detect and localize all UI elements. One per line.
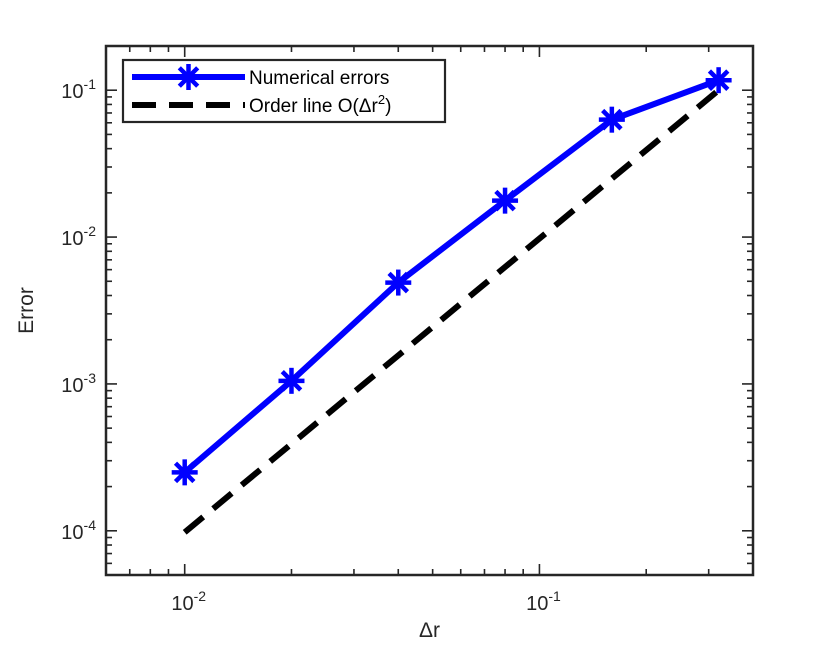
data-point-0-3 bbox=[492, 187, 519, 214]
marker-stroke bbox=[280, 370, 303, 392]
tick-label-base: 10 bbox=[171, 593, 193, 615]
y-tick-label-2: 10-2 bbox=[61, 223, 96, 250]
series-line-0 bbox=[182, 77, 720, 475]
y-axis-label: Error bbox=[15, 287, 38, 334]
y-tick-label-1: 10-3 bbox=[61, 370, 96, 397]
legend: Numerical errors Order line O(Δr2) bbox=[121, 58, 447, 124]
y-tick-label-0: 10-4 bbox=[61, 517, 96, 544]
legend-label-suffix: ) bbox=[385, 96, 391, 117]
x-tick-label-1: 10-1 bbox=[526, 588, 561, 615]
marker-stroke bbox=[601, 108, 623, 131]
legend-label-text: Numerical errors bbox=[249, 68, 389, 89]
legend-label-1: Order line O(Δr2) bbox=[249, 92, 391, 117]
tick-label-exponent: -2 bbox=[84, 223, 97, 239]
marker-stroke bbox=[173, 461, 196, 484]
legend-label-superscript: 2 bbox=[378, 92, 385, 107]
marker-stroke bbox=[707, 69, 730, 91]
plot-background bbox=[106, 46, 753, 575]
tick-label-exponent: -1 bbox=[84, 76, 97, 92]
plot-area bbox=[106, 46, 753, 575]
tick-label-base: 10 bbox=[61, 375, 83, 397]
y-tick-label-3: 10-1 bbox=[61, 76, 96, 103]
legend-label-0: Numerical errors bbox=[249, 68, 389, 89]
marker-stroke bbox=[177, 66, 200, 88]
marker-stroke bbox=[387, 271, 410, 294]
axes-box bbox=[104, 44, 755, 577]
data-point-0-0 bbox=[171, 459, 198, 486]
tick-label-base: 10 bbox=[526, 593, 548, 615]
tick-label-base: 10 bbox=[61, 81, 83, 103]
series-line-1 bbox=[182, 87, 721, 535]
legend-label-text: Order line O(Δr bbox=[249, 96, 378, 117]
legend-marker-0 bbox=[175, 64, 202, 90]
series-group bbox=[171, 67, 732, 535]
x-axis-label: Δr bbox=[419, 619, 440, 642]
tick-label-base: 10 bbox=[61, 228, 83, 250]
data-point-0-4 bbox=[598, 106, 625, 133]
tick-label-exponent: -3 bbox=[84, 370, 97, 386]
tick-label-exponent: -2 bbox=[194, 588, 207, 604]
tick-label-exponent: -1 bbox=[548, 588, 561, 604]
data-point-0-1 bbox=[278, 367, 305, 394]
legend-box bbox=[121, 58, 447, 124]
tick-label-base: 10 bbox=[61, 522, 83, 544]
x-tick-label-0: 10-2 bbox=[171, 588, 206, 615]
marker-stroke bbox=[494, 189, 516, 212]
data-point-0-5 bbox=[705, 67, 732, 94]
data-point-0-2 bbox=[385, 269, 412, 296]
tick-label-exponent: -4 bbox=[84, 517, 97, 533]
